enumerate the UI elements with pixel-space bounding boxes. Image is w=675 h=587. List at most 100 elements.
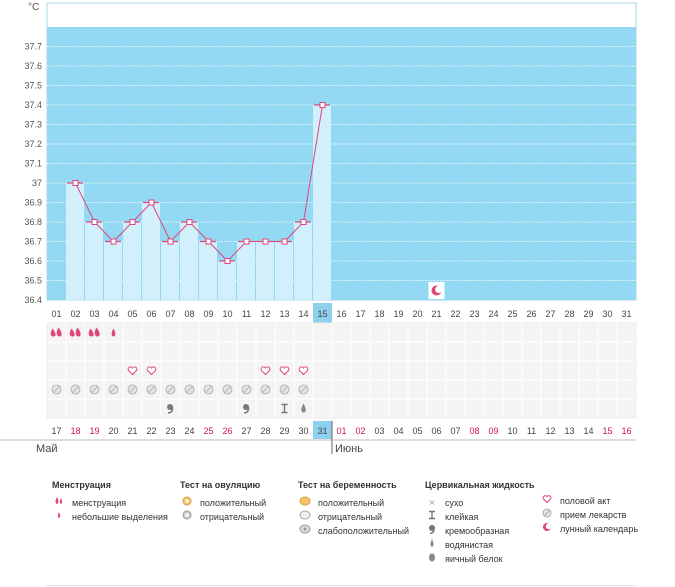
grid-cell xyxy=(160,360,181,381)
grid-cell xyxy=(84,322,105,343)
date-label: 28 xyxy=(260,426,270,436)
grid-cell xyxy=(160,322,181,343)
creamy-icon xyxy=(425,524,439,539)
pill-icon xyxy=(540,508,554,523)
grid-cell xyxy=(540,398,561,419)
creamy-icon-tail xyxy=(243,407,250,414)
grid-cell xyxy=(312,360,333,381)
legend: Менструация менструация небольшие выделе… xyxy=(0,480,675,587)
cycle-day-label: 09 xyxy=(203,309,213,319)
cycle-day-label: 05 xyxy=(127,309,137,319)
pill-icon-line xyxy=(110,386,117,393)
grid-cell xyxy=(141,398,162,419)
grid-cell xyxy=(236,341,257,362)
date-label: 13 xyxy=(564,426,574,436)
date-label: 06 xyxy=(431,426,441,436)
temperature-bar xyxy=(199,241,217,300)
grid-cell xyxy=(464,398,485,419)
temperature-bar xyxy=(218,261,236,300)
grid-cell xyxy=(483,341,504,362)
sticky-icon xyxy=(281,403,288,414)
grid-cell xyxy=(616,360,637,381)
pill-icon-line xyxy=(72,386,79,393)
date-label: 26 xyxy=(222,426,232,436)
date-label: 24 xyxy=(184,426,194,436)
temperature-bar xyxy=(66,183,84,300)
date-label: 14 xyxy=(583,426,593,436)
grid-cell xyxy=(464,379,485,400)
grid-cell xyxy=(407,398,428,419)
grid-cell xyxy=(578,322,599,343)
grid-cell xyxy=(103,360,124,381)
grid-cell xyxy=(445,360,466,381)
pill-icon-line xyxy=(167,386,174,393)
date-label: 17 xyxy=(51,426,61,436)
legend-item: небольшие выделения xyxy=(52,510,168,524)
grid-cell xyxy=(616,379,637,400)
grid-cell xyxy=(426,322,447,343)
cycle-day-label: 20 xyxy=(412,309,422,319)
blood-drops-icon xyxy=(69,328,75,337)
grid-cell xyxy=(464,341,485,362)
temperature-point xyxy=(72,180,79,186)
grid-cell xyxy=(464,322,485,343)
cycle-day-label: 16 xyxy=(336,309,346,319)
legend-label: кремообразная xyxy=(445,526,510,536)
date-label: 07 xyxy=(450,426,460,436)
grid-cell xyxy=(616,322,637,343)
grid-cell xyxy=(559,360,580,381)
grid-cell xyxy=(293,341,314,362)
temperature-point xyxy=(129,219,136,225)
grid-cell xyxy=(445,322,466,343)
date-label: 09 xyxy=(488,426,498,436)
legend-label: положительный xyxy=(200,498,267,508)
grid-cell xyxy=(103,398,124,419)
cycle-day-label: 01 xyxy=(51,309,61,319)
small-drop-icon xyxy=(52,510,66,525)
watery-icon xyxy=(301,403,306,413)
grid-cell xyxy=(483,360,504,381)
grid-cell xyxy=(578,360,599,381)
legend-item: клейкая xyxy=(425,510,535,524)
grid-cell xyxy=(426,379,447,400)
pill-icon-line xyxy=(91,386,98,393)
grid-cell xyxy=(445,379,466,400)
grid-cell xyxy=(597,379,618,400)
grid-cell xyxy=(369,341,390,362)
legend-label: лунный календарь xyxy=(560,524,639,534)
y-tick-label: 37.4 xyxy=(24,100,42,110)
temperature-bar xyxy=(237,241,255,300)
grid-cell xyxy=(122,341,143,362)
grid-cell xyxy=(578,398,599,419)
grid-cell xyxy=(122,398,143,419)
legend-pregnancy-test: Тест на беременность положительный отриц… xyxy=(298,480,409,538)
pill-icon-line xyxy=(243,386,250,393)
grid-cell xyxy=(350,341,371,362)
legend-label: менструация xyxy=(72,498,127,508)
date-label: 02 xyxy=(355,426,365,436)
moon-icon xyxy=(540,522,554,537)
legend-label: отрицательный xyxy=(318,512,383,522)
grid-cell xyxy=(483,398,504,419)
pill-icon-line xyxy=(300,386,307,393)
heart-icon xyxy=(540,494,554,509)
temperature-point xyxy=(300,219,307,225)
temperature-point xyxy=(319,102,326,108)
legend-label: отрицательный xyxy=(200,512,265,522)
cycle-day-label: 08 xyxy=(184,309,194,319)
grid-cell xyxy=(312,379,333,400)
month-label: Май xyxy=(36,443,58,455)
y-tick-label: 37.2 xyxy=(24,139,42,149)
cycle-day-label: 12 xyxy=(260,309,270,319)
grid-cell xyxy=(141,322,162,343)
grid-cell xyxy=(597,398,618,419)
grid-cell xyxy=(407,322,428,343)
legend-item: лунный календарь xyxy=(540,522,638,536)
cycle-day-label: 03 xyxy=(89,309,99,319)
y-tick-label: 36.9 xyxy=(24,198,42,208)
y-axis-unit: °C xyxy=(28,2,39,13)
pill-icon-line xyxy=(186,386,193,393)
pill-icon-line xyxy=(224,386,231,393)
legend-menstruation: Менструация менструация небольшие выделе… xyxy=(52,480,168,524)
